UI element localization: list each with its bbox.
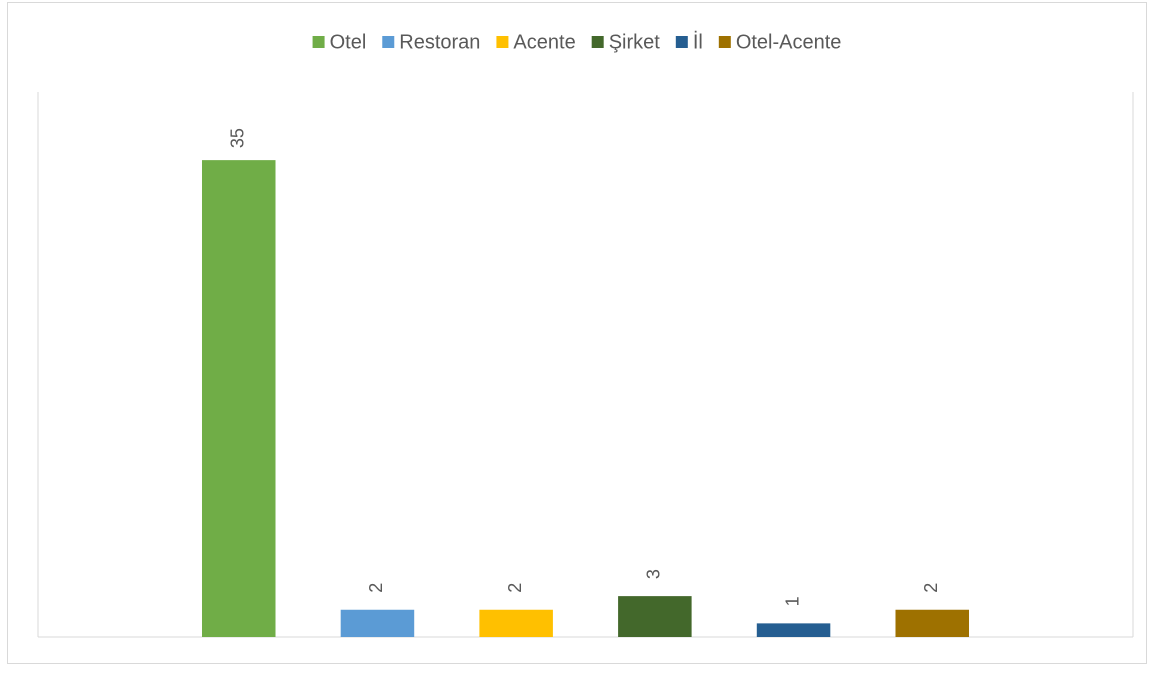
chart-border — [7, 2, 1147, 664]
bar — [756, 623, 831, 637]
legend-swatch — [591, 36, 604, 48]
data-label: 3 — [644, 569, 664, 579]
data-label: 2 — [366, 583, 386, 593]
data-label: 2 — [921, 583, 941, 593]
legend-label: Acente — [513, 31, 575, 53]
legend-swatch — [675, 36, 688, 48]
bar — [618, 596, 692, 637]
bar — [479, 609, 553, 637]
data-label: 2 — [505, 583, 525, 593]
legend-label: Restoran — [399, 31, 480, 53]
legend-label: Otel-Acente — [736, 31, 842, 53]
legend-label: Şirket — [609, 31, 661, 53]
legend-label: Otel — [330, 31, 367, 53]
legend-label: İl — [693, 30, 703, 53]
legend-swatch — [382, 36, 395, 48]
bar — [895, 609, 970, 637]
legend-swatch — [496, 36, 509, 48]
legend-swatch — [718, 36, 731, 48]
bar — [340, 609, 415, 637]
data-label: 35 — [228, 128, 248, 148]
legend-swatch — [312, 36, 325, 48]
bar — [201, 160, 276, 637]
data-label: 1 — [782, 596, 802, 606]
